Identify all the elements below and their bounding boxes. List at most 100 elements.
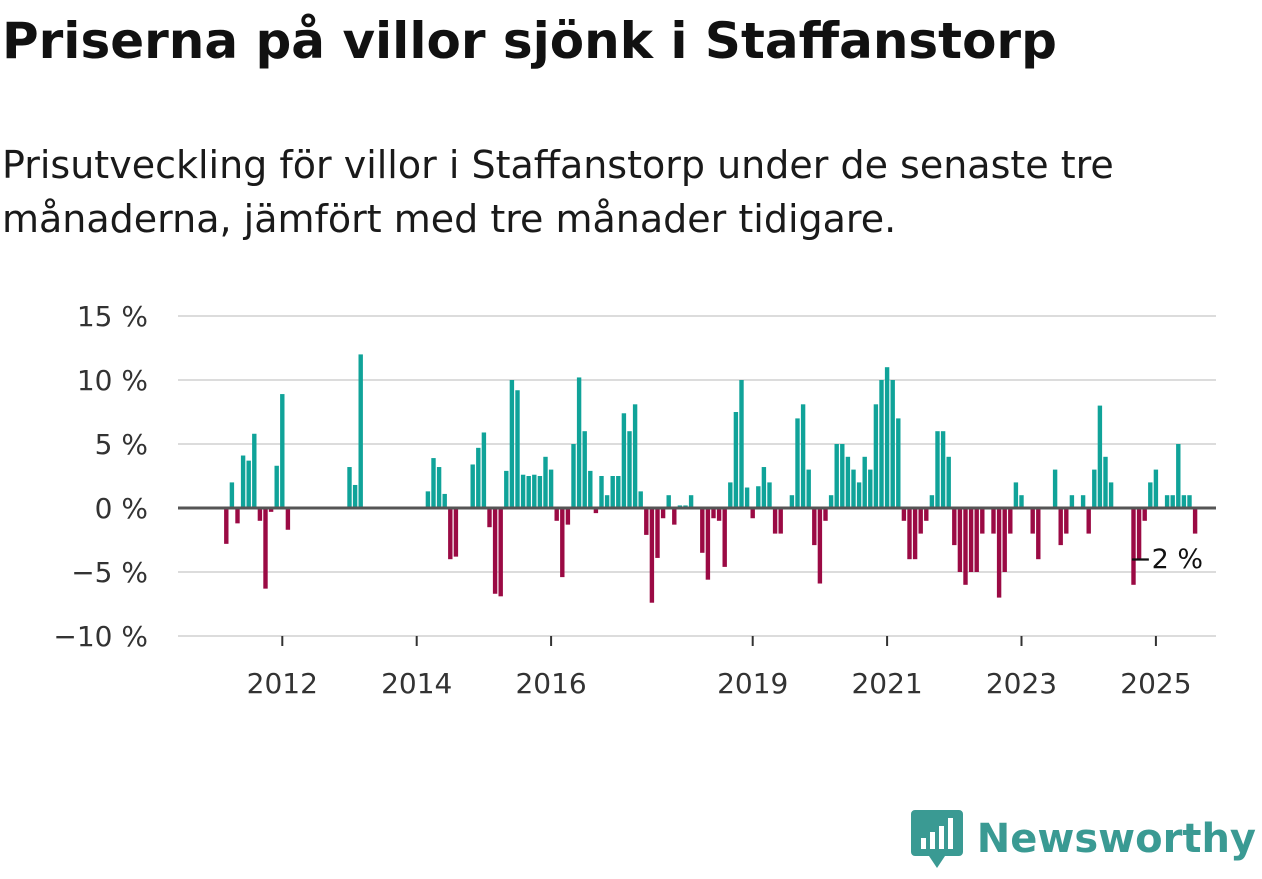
bar <box>1103 456 1108 508</box>
bar <box>520 474 526 508</box>
bar <box>1036 508 1041 560</box>
bar <box>705 508 711 580</box>
bar <box>767 482 772 508</box>
bar <box>224 508 229 544</box>
bar <box>834 444 839 508</box>
bar <box>907 508 912 560</box>
bar <box>515 390 520 508</box>
bar <box>453 508 459 557</box>
x-tick-label: 2019 <box>717 667 788 700</box>
bar <box>879 380 884 508</box>
bar <box>666 495 671 508</box>
bar <box>632 404 638 508</box>
chart-subtitle: Prisutveckling för villor i Staffanstorp… <box>2 143 1114 241</box>
bar <box>890 380 895 508</box>
bar <box>823 508 828 521</box>
bar <box>588 470 593 508</box>
bar <box>935 431 940 508</box>
bar <box>560 508 565 578</box>
gridlines <box>178 315 1216 637</box>
x-tick-label: 2023 <box>986 667 1057 700</box>
bar <box>929 495 935 508</box>
bar <box>638 491 643 508</box>
bar <box>817 508 823 584</box>
bar <box>795 418 800 508</box>
y-tick-label: 15 % <box>77 300 148 333</box>
bar <box>532 474 537 508</box>
bar <box>448 508 453 560</box>
bar <box>576 377 582 508</box>
bar <box>498 508 503 597</box>
bar <box>504 470 509 508</box>
bar <box>235 508 240 524</box>
brand-logo: Newsworthy <box>910 809 1256 869</box>
bar <box>263 508 268 589</box>
bar <box>582 431 587 508</box>
bar <box>347 467 352 508</box>
bar <box>1092 469 1097 508</box>
bar <box>487 508 492 528</box>
bar <box>1069 495 1075 508</box>
x-tick-label: 2012 <box>247 667 318 700</box>
brand-name: Newsworthy <box>976 816 1256 862</box>
bar <box>963 508 968 585</box>
bar <box>627 431 632 508</box>
x-tick-label: 2016 <box>515 667 586 700</box>
bar <box>229 482 235 508</box>
last-value-annotation: −2 % <box>1129 544 1203 575</box>
bar <box>431 458 436 508</box>
bar <box>789 495 795 508</box>
bar <box>840 444 845 508</box>
bar <box>845 456 851 508</box>
bar <box>246 460 251 508</box>
bar <box>425 491 431 508</box>
bar <box>812 508 817 546</box>
bar <box>1008 508 1013 534</box>
bars <box>224 354 1198 603</box>
bar <box>621 413 627 508</box>
bar <box>739 380 744 508</box>
bar <box>901 508 907 521</box>
bar <box>896 418 901 508</box>
bar <box>778 508 783 534</box>
bar <box>358 354 363 508</box>
bar <box>1097 405 1103 508</box>
bar <box>952 508 957 546</box>
bar <box>492 508 498 594</box>
bar <box>856 482 862 508</box>
bar <box>1164 495 1170 508</box>
bar <box>252 433 257 508</box>
x-tick-label: 2014 <box>381 667 452 700</box>
bar <box>1176 444 1181 508</box>
bar <box>912 508 918 560</box>
bar <box>688 495 694 508</box>
bar <box>537 476 543 508</box>
bar <box>862 456 867 508</box>
bar <box>1192 508 1198 534</box>
x-tick-label: 2021 <box>851 667 922 700</box>
bar <box>744 487 750 508</box>
bar <box>711 508 716 519</box>
bar <box>1064 508 1069 534</box>
bar <box>1148 482 1153 508</box>
bar <box>610 476 615 508</box>
bar <box>1052 469 1058 508</box>
bar <box>761 467 767 508</box>
bar <box>957 508 963 572</box>
bar <box>509 380 515 508</box>
y-axis-ticks: −10 % −5 % 0 % 5 % 10 % 15 % <box>53 300 148 653</box>
bar <box>1170 495 1175 508</box>
y-tick-label: −10 % <box>53 620 148 653</box>
bar <box>722 508 727 567</box>
bar <box>991 508 996 534</box>
bar <box>716 508 722 521</box>
bar <box>800 404 806 508</box>
bar <box>672 508 677 525</box>
bar <box>470 464 475 508</box>
bar <box>884 367 890 508</box>
bar <box>750 508 755 519</box>
bar <box>918 508 923 534</box>
y-tick-label: 5 % <box>95 428 148 461</box>
bar <box>980 508 985 534</box>
bar <box>733 412 739 508</box>
